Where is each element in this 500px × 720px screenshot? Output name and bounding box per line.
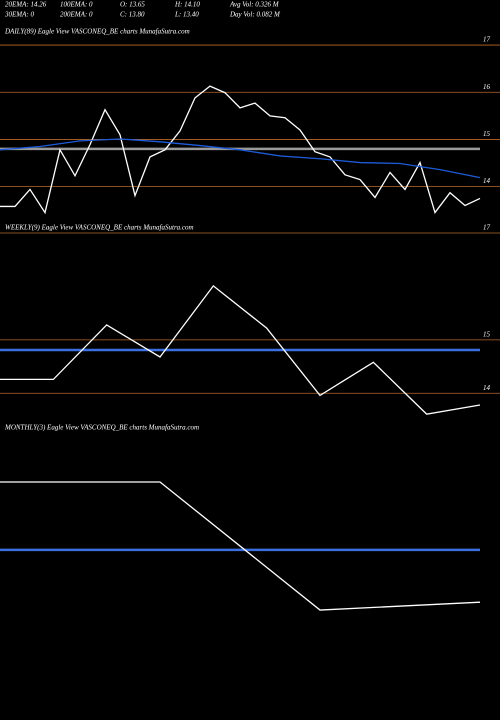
stat-label: H: 14.10 <box>174 1 200 9</box>
panel-title: WEEKLY(9) Eagle View VASCONEQ_BE charts … <box>5 224 194 232</box>
stat-label: Day Vol: 0.082 M <box>229 11 281 19</box>
price-line <box>0 481 481 611</box>
stat-label: Avg Vol: 0.326 M <box>229 1 280 9</box>
stat-label: 200EMA: 0 <box>60 11 93 19</box>
price-line <box>0 85 481 215</box>
y-tick-label: 16 <box>483 83 491 91</box>
stat-label: 30EMA: 0 <box>4 11 34 19</box>
y-tick-label: 14 <box>483 384 491 392</box>
stat-label: O: 13.65 <box>120 1 145 9</box>
stat-label: 20EMA: 14.26 <box>5 1 47 9</box>
y-tick-label: 15 <box>483 330 491 338</box>
y-tick-label: 14 <box>483 177 491 185</box>
panel-title: DAILY(89) Eagle View VASCONEQ_BE charts … <box>4 28 190 36</box>
stat-label: C: 13.80 <box>120 11 145 19</box>
price-line <box>0 284 481 415</box>
panel-title: MONTHLY(3) Eagle View VASCONEQ_BE charts… <box>4 424 199 432</box>
stat-label: 100EMA: 0 <box>60 1 93 9</box>
price-line <box>0 138 481 179</box>
stat-label: L: 13.40 <box>174 11 199 19</box>
y-tick-label: 17 <box>483 224 491 232</box>
y-tick-label: 15 <box>483 130 491 138</box>
y-tick-label: 17 <box>483 36 491 44</box>
